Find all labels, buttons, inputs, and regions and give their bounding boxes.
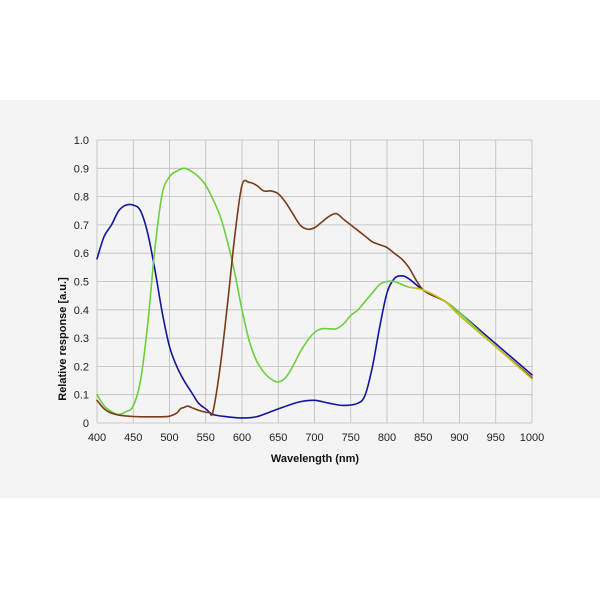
- chart-panel: 400 450 500 550 600 650 700 750 800 850 900 950 1000…: [0, 100, 600, 498]
- y-tick-label: 0.5: [74, 277, 89, 289]
- x-tick-label: 650: [269, 432, 287, 444]
- y-tick-label: 1.0: [74, 135, 89, 147]
- y-tick-label: 0.7: [74, 220, 89, 232]
- y-tick-label: 0.1: [74, 390, 89, 402]
- response-chart: 400 450 500 550 600 650 700 750 800 850 900 950 1000…: [57, 135, 545, 465]
- y-tick-label: 0.3: [74, 333, 89, 345]
- x-tick-label: 600: [233, 432, 251, 444]
- y-tick-label: 0.6: [74, 248, 89, 260]
- x-tick-label: 1000: [520, 432, 544, 444]
- brown-response-line: [96, 179, 533, 418]
- grid: [96, 139, 533, 424]
- x-tick-label: 900: [450, 432, 468, 444]
- x-tick-label: 950: [487, 432, 505, 444]
- y-tick-label: 0.9: [74, 163, 89, 175]
- y-tick-label: 0: [83, 418, 89, 430]
- x-tick-label: 700: [305, 432, 323, 444]
- x-tick-label: 500: [160, 432, 178, 444]
- green-response-line: [96, 167, 533, 416]
- x-axis-title: Wavelength (nm): [271, 453, 360, 465]
- x-tick-label: 450: [124, 432, 142, 444]
- x-tick-label: 750: [342, 432, 360, 444]
- y-tick-label: 0.4: [74, 305, 89, 317]
- x-tick-label: 800: [378, 432, 396, 444]
- y-tick-label: 0.8: [74, 192, 89, 204]
- y-tick-label: 0.2: [74, 361, 89, 373]
- series-layer: [96, 167, 533, 419]
- x-tick-label: 850: [414, 432, 432, 444]
- x-tick-label: 550: [197, 432, 215, 444]
- yellow-response-line: [407, 286, 533, 380]
- tick-labels: 400 450 500 550 600 650 700 750 800 850 900 950 1000…: [74, 135, 545, 444]
- y-axis-title: Relative response [a.u.]: [57, 277, 69, 401]
- blue-response-line: [96, 203, 533, 419]
- x-tick-label: 400: [88, 432, 106, 444]
